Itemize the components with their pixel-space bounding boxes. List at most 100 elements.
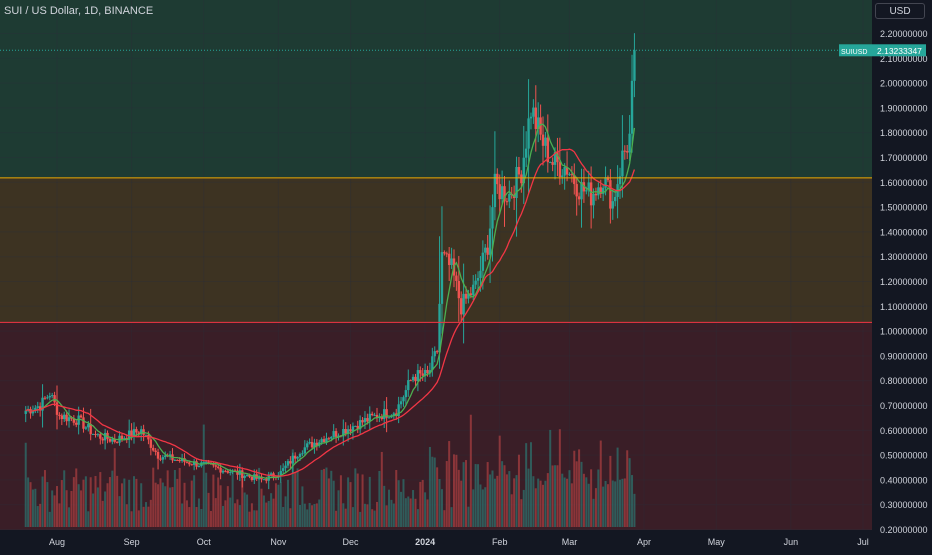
candle-body: [185, 461, 189, 463]
x-tick-label: Sep: [124, 537, 140, 547]
candle-body: [99, 434, 102, 439]
volume-bar: [339, 475, 342, 527]
volume-bar: [262, 495, 265, 527]
currency-button[interactable]: USD: [875, 3, 925, 19]
volume-bar: [416, 509, 419, 527]
candle-body: [79, 415, 83, 418]
volume-bar: [274, 483, 277, 527]
volume-bar: [505, 474, 508, 527]
volume-bar: [486, 462, 489, 527]
candle-body: [592, 193, 595, 206]
y-tick-label: 2.10000000: [880, 54, 928, 64]
candle-body: [524, 148, 528, 158]
volume-bar: [209, 510, 212, 527]
candle-body: [137, 432, 141, 434]
volume-bar: [520, 499, 523, 527]
volume-bar: [587, 483, 590, 527]
volume-bar: [344, 508, 347, 527]
volume-bar: [366, 504, 369, 527]
volume-bar: [371, 509, 374, 527]
volume-bar: [270, 493, 273, 527]
candle-body: [207, 461, 210, 463]
candle-body: [575, 184, 578, 197]
volume-bar: [481, 489, 484, 527]
volume-bar: [135, 478, 138, 527]
volume-bar: [31, 489, 34, 527]
volume-bar: [452, 454, 455, 527]
candle-body: [613, 196, 617, 202]
volume-bar: [226, 486, 229, 527]
volume-bar: [63, 470, 66, 527]
candle-body: [505, 201, 509, 203]
candle-body: [262, 479, 266, 481]
x-tick-label: Aug: [49, 537, 65, 547]
candle-body: [320, 439, 323, 443]
volume-bar: [573, 450, 576, 527]
candle-body: [238, 470, 242, 475]
candle-body: [476, 277, 480, 281]
candle-body: [289, 461, 292, 464]
candle-body: [520, 174, 523, 184]
candle-body: [113, 439, 116, 442]
volume-bar: [130, 511, 133, 527]
candle-body: [363, 418, 367, 423]
candle-body: [368, 413, 371, 422]
volume-bar: [238, 505, 241, 527]
volume-bar: [628, 458, 631, 527]
volume-bar: [412, 490, 415, 527]
volume-bar: [272, 498, 275, 527]
volume-bar: [618, 479, 621, 527]
volume-bar: [489, 474, 492, 527]
candle-body: [536, 117, 540, 129]
volume-bar: [402, 479, 405, 527]
candle-body: [549, 162, 552, 164]
volume-bar: [104, 491, 107, 527]
volume-bar: [388, 489, 391, 527]
candle-body: [443, 252, 446, 254]
candle-body: [58, 414, 61, 416]
candle-body: [601, 187, 605, 194]
candle-body: [188, 462, 191, 465]
volume-bar: [349, 482, 352, 527]
volume-bar: [56, 486, 58, 527]
candle-body: [404, 390, 408, 398]
last-price-tag: [874, 44, 926, 57]
volume-bar: [542, 484, 545, 527]
candle-body: [626, 151, 629, 153]
volume-bar: [510, 494, 513, 527]
volume-bar: [306, 509, 309, 527]
volume-layer: [24, 414, 636, 527]
volume-bar: [68, 507, 71, 527]
candle-body: [366, 418, 369, 422]
volume-bar: [286, 479, 289, 527]
volume-bar: [390, 499, 393, 527]
volume-bar: [455, 454, 458, 527]
volume-bar: [465, 460, 468, 527]
volume-bar: [315, 503, 318, 527]
volume-bar: [41, 476, 44, 527]
candle-body: [130, 430, 133, 437]
volume-bar: [325, 467, 328, 527]
candle-body: [532, 107, 535, 117]
candle-body: [60, 415, 64, 420]
volume-bar: [51, 490, 54, 527]
x-tick-label: Feb: [492, 537, 508, 547]
candle-body: [455, 275, 458, 281]
y-tick-label: 1.80000000: [880, 128, 928, 138]
volume-bar: [99, 472, 102, 527]
volume-bar: [34, 488, 37, 527]
volume-bar: [361, 474, 364, 527]
y-tick-label: 0.90000000: [880, 351, 928, 361]
volume-bar: [24, 442, 27, 527]
volume-bar: [96, 487, 99, 527]
volume-bar: [303, 503, 306, 527]
candle-body: [87, 424, 90, 428]
candle-body: [563, 167, 566, 176]
candle-body: [587, 182, 590, 191]
candle-body: [173, 459, 177, 461]
candle-body: [517, 166, 521, 175]
candle-body: [609, 180, 612, 209]
volume-bar: [503, 465, 506, 527]
